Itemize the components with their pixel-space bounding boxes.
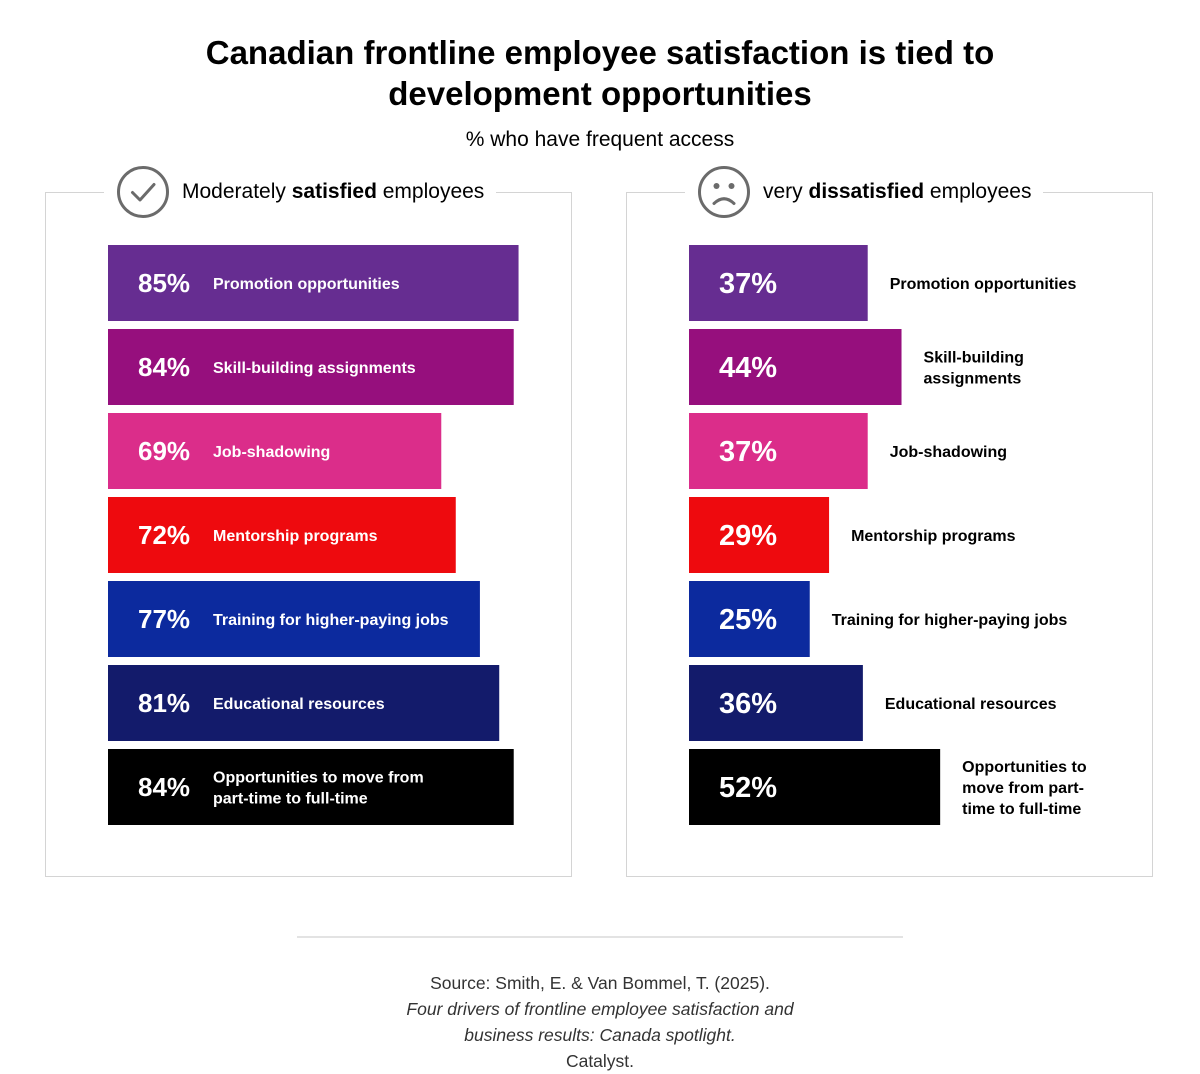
dissatisfied-value-label-promotion: 37% [719, 268, 777, 300]
satisfied-panel-label: Moderately satisfied employees [182, 180, 485, 203]
satisfied-bar-job-shadowing [108, 413, 442, 489]
dissatisfied-value-label-part-to-full-time: 52% [719, 772, 777, 804]
dissatisfied-category-label-skill-building: Skill-building assignments [924, 350, 1024, 388]
dissatisfied-value-label-mentorship: 29% [719, 520, 777, 552]
dissatisfied-value-label-skill-building: 44% [719, 352, 777, 384]
satisfied-bar-training [108, 581, 480, 657]
satisfied-bar-educational [108, 665, 500, 741]
satisfied-value-label-mentorship: 72% [138, 520, 190, 550]
satisfied-value-label-educational: 81% [138, 688, 190, 718]
satisfied-bar-promotion [108, 245, 519, 321]
chart-subtitle: % who have frequent access [465, 128, 735, 151]
satisfied-value-label-skill-building: 84% [138, 352, 190, 382]
dissatisfied-value-label-educational: 36% [719, 688, 777, 720]
satisfied-category-label-training: Training for higher-paying jobs [213, 612, 449, 629]
source-note: Source: Smith, E. & Van Bommel, T. (2025… [0, 970, 1200, 1074]
satisfied-category-label-skill-building: Skill-building assignments [213, 360, 416, 377]
sad-face-icon [698, 166, 750, 218]
satisfied-value-label-job-shadowing: 69% [138, 436, 190, 466]
dissatisfied-panel-header: very dissatisfied employees [685, 164, 1044, 220]
satisfied-panel: Moderately satisfied employees 85% Promot… [45, 164, 572, 877]
satisfied-value-label-training: 77% [138, 604, 190, 634]
dissatisfied-panel-label: very dissatisfied employees [763, 180, 1032, 203]
dissatisfied-bar-promotion [689, 245, 868, 321]
dissatisfied-bar-part-to-full-time [689, 749, 941, 825]
dissatisfied-category-label-training: Training for higher-paying jobs [832, 612, 1068, 629]
satisfied-bar-part-to-full-time [108, 749, 514, 825]
chart-title-line-1: Canadian frontline employee satisfaction… [205, 34, 995, 71]
source-line-2: business results: Canada spotlight. Cata… [464, 1025, 736, 1071]
chart-title: Canadian frontline employee satisfaction… [0, 32, 1200, 114]
satisfied-value-label-promotion: 85% [138, 268, 190, 298]
satisfied-bar-chart: 85% Promotion opportunities 84% Skill-build… [108, 245, 519, 825]
dissatisfied-category-label-educational: Educational resources [885, 696, 1057, 713]
dissatisfied-panel: very dissatisfied employees 37% Promotion… [626, 164, 1153, 877]
dissatisfied-category-label-job-shadowing: Job-shadowing [890, 444, 1007, 461]
dissatisfied-category-label-mentorship: Mentorship programs [851, 528, 1016, 545]
footer-divider [297, 936, 903, 938]
dissatisfied-category-label-promotion: Promotion opportunities [890, 276, 1077, 293]
source-line-1: Source: Smith, E. & Van Bommel, T. (2025… [406, 973, 794, 1019]
satisfied-category-label-part-to-full-time: Opportunities to move from part-time to f… [213, 770, 424, 808]
dissatisfied-bar-chart: 37% Promotion opportunities 44% Skill-build… [689, 245, 1087, 825]
satisfied-bar-mentorship [108, 497, 456, 573]
satisfied-value-label-part-to-full-time: 84% [138, 772, 190, 802]
dissatisfied-bar-mentorship [689, 497, 830, 573]
satisfied-category-label-educational: Educational resources [213, 696, 385, 713]
chart-title-line-2: development opportunities [388, 75, 812, 112]
satisfied-bar-skill-building [108, 329, 514, 405]
dissatisfied-bar-job-shadowing [689, 413, 868, 489]
dissatisfied-value-label-job-shadowing: 37% [719, 436, 777, 468]
dissatisfied-value-label-training: 25% [719, 604, 777, 636]
check-circle-icon [117, 166, 169, 218]
dissatisfied-bar-skill-building [689, 329, 902, 405]
satisfied-category-label-mentorship: Mentorship programs [213, 528, 378, 545]
dissatisfied-bar-educational [689, 665, 863, 741]
satisfied-category-label-promotion: Promotion opportunities [213, 276, 400, 293]
dissatisfied-category-label-part-to-full-time: Opportunities to move from part-time to f… [962, 759, 1087, 818]
satisfied-panel-header: Moderately satisfied employees [104, 164, 497, 220]
satisfied-category-label-job-shadowing: Job-shadowing [213, 444, 330, 461]
dissatisfied-bar-training [689, 581, 810, 657]
